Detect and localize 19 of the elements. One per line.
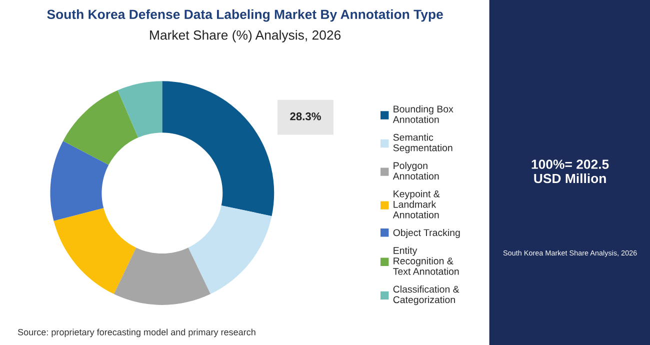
- text: 100%= 202.5 USD Million: [532, 160, 609, 184]
- donut-slice: [188, 205, 272, 294]
- donut-slice: [50, 140, 109, 221]
- legend-label: Semantic Segmentation: [393, 134, 452, 154]
- legend-label: Classification & Categorization: [393, 286, 460, 306]
- donut-slice: [63, 90, 138, 165]
- donut-slice: [118, 81, 162, 138]
- chart-title: South Korea Defense Data Labeling Market By Annotation Type: [47, 9, 443, 22]
- legend-label: Polygon Annotation: [392, 162, 439, 180]
- donut-slice: [114, 248, 210, 305]
- legend-label: Bounding Box Annotation: [392, 105, 454, 123]
- data-label: 28.3%: [290, 112, 321, 120]
- legend-label: Entity Recognition & Text Annotation: [393, 246, 459, 275]
- donut-slice: [162, 81, 274, 216]
- legend-label: Keypoint & Landmark Annotation: [392, 190, 440, 218]
- source-note: Source: proprietary forecasting model and primary research: [18, 328, 256, 338]
- donut-slice: [54, 208, 136, 294]
- chart-subtitle: Market Share (%) Analysis, 2026: [150, 30, 341, 42]
- legend-label: Object Tracking: [393, 228, 460, 238]
